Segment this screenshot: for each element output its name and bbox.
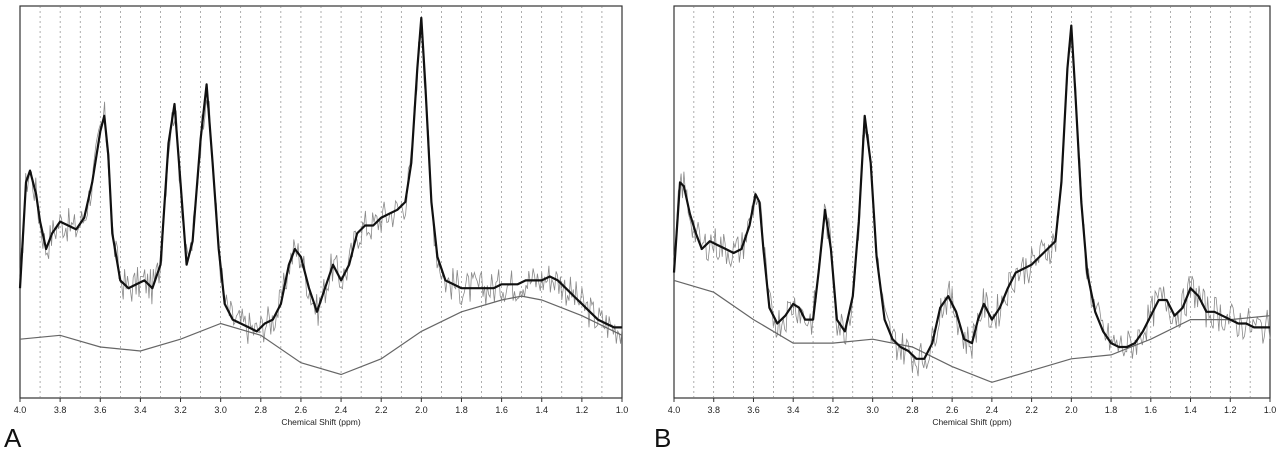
x-tick-label: 3.8 xyxy=(54,405,67,415)
x-tick-label: 2.6 xyxy=(295,405,308,415)
x-axis-label: Chemical Shift (ppm) xyxy=(932,417,1012,427)
x-tick-label: 1.6 xyxy=(1145,405,1158,415)
spectrum-chart-b: 4.0 3.8 3.6 3.4 3.2 3.0 2.8 2.6 2.4 2.2 2.0 1.8 1.6 1… xyxy=(668,5,1277,427)
x-tick-label: 2.2 xyxy=(375,405,388,415)
x-tick-label: 1.8 xyxy=(1105,405,1118,415)
x-tick-label: 2.0 xyxy=(415,405,428,415)
panel-label-a: A xyxy=(4,423,22,453)
x-tick-label: 2.6 xyxy=(946,405,959,415)
x-tick-label: 2.4 xyxy=(335,405,348,415)
x-tick-label: 1.2 xyxy=(576,405,589,415)
raw-spectrum-line xyxy=(673,40,1271,377)
x-tick-label: 2.8 xyxy=(255,405,268,415)
baseline-line xyxy=(19,295,623,376)
x-tick-label: 1.2 xyxy=(1224,405,1237,415)
x-tick-label: 3.8 xyxy=(707,405,720,415)
x-tick-label: 3.4 xyxy=(787,405,800,415)
x-tick-label: 3.0 xyxy=(866,405,879,415)
x-tick-label: 1.8 xyxy=(455,405,468,415)
x-tick-label: 2.4 xyxy=(986,405,999,415)
x-tick-label: 3.4 xyxy=(134,405,147,415)
x-tick-label: 3.2 xyxy=(827,405,840,415)
x-axis-label: Chemical Shift (ppm) xyxy=(281,417,361,427)
x-tick-label: 3.6 xyxy=(94,405,107,415)
x-tick-label: 1.0 xyxy=(616,405,629,415)
x-tick-label: 1.4 xyxy=(1184,405,1197,415)
x-tick-label: 1.6 xyxy=(495,405,508,415)
spectrum-panel-a: 4.0 3.8 3.6 3.4 3.2 3.0 2.8 2.6 2.4 2.2 2.0 1.8 1.6 1… xyxy=(0,0,640,453)
x-tick-label: 1.4 xyxy=(535,405,548,415)
x-tick-label: 4.0 xyxy=(668,405,681,415)
baseline-line xyxy=(673,279,1271,383)
x-tick-label: 3.0 xyxy=(214,405,227,415)
x-tick-label: 2.8 xyxy=(906,405,919,415)
x-tick-label: 2.2 xyxy=(1025,405,1038,415)
x-tick-label: 4.0 xyxy=(14,405,27,415)
spectrum-panel-b: 4.0 3.8 3.6 3.4 3.2 3.0 2.8 2.6 2.4 2.2 2.0 1.8 1.6 1… xyxy=(640,0,1280,453)
x-tick-label: 3.2 xyxy=(174,405,187,415)
x-tick-label: 1.0 xyxy=(1264,405,1277,415)
fit-spectrum-line xyxy=(18,16,622,333)
x-tick-label: 2.0 xyxy=(1065,405,1078,415)
panel-label-b: B xyxy=(654,423,672,453)
fit-spectrum-line xyxy=(672,24,1270,360)
x-tick-label: 3.6 xyxy=(747,405,760,415)
spectrum-chart-a: 4.0 3.8 3.6 3.4 3.2 3.0 2.8 2.6 2.4 2.2 2.0 1.8 1.6 1… xyxy=(14,5,629,427)
